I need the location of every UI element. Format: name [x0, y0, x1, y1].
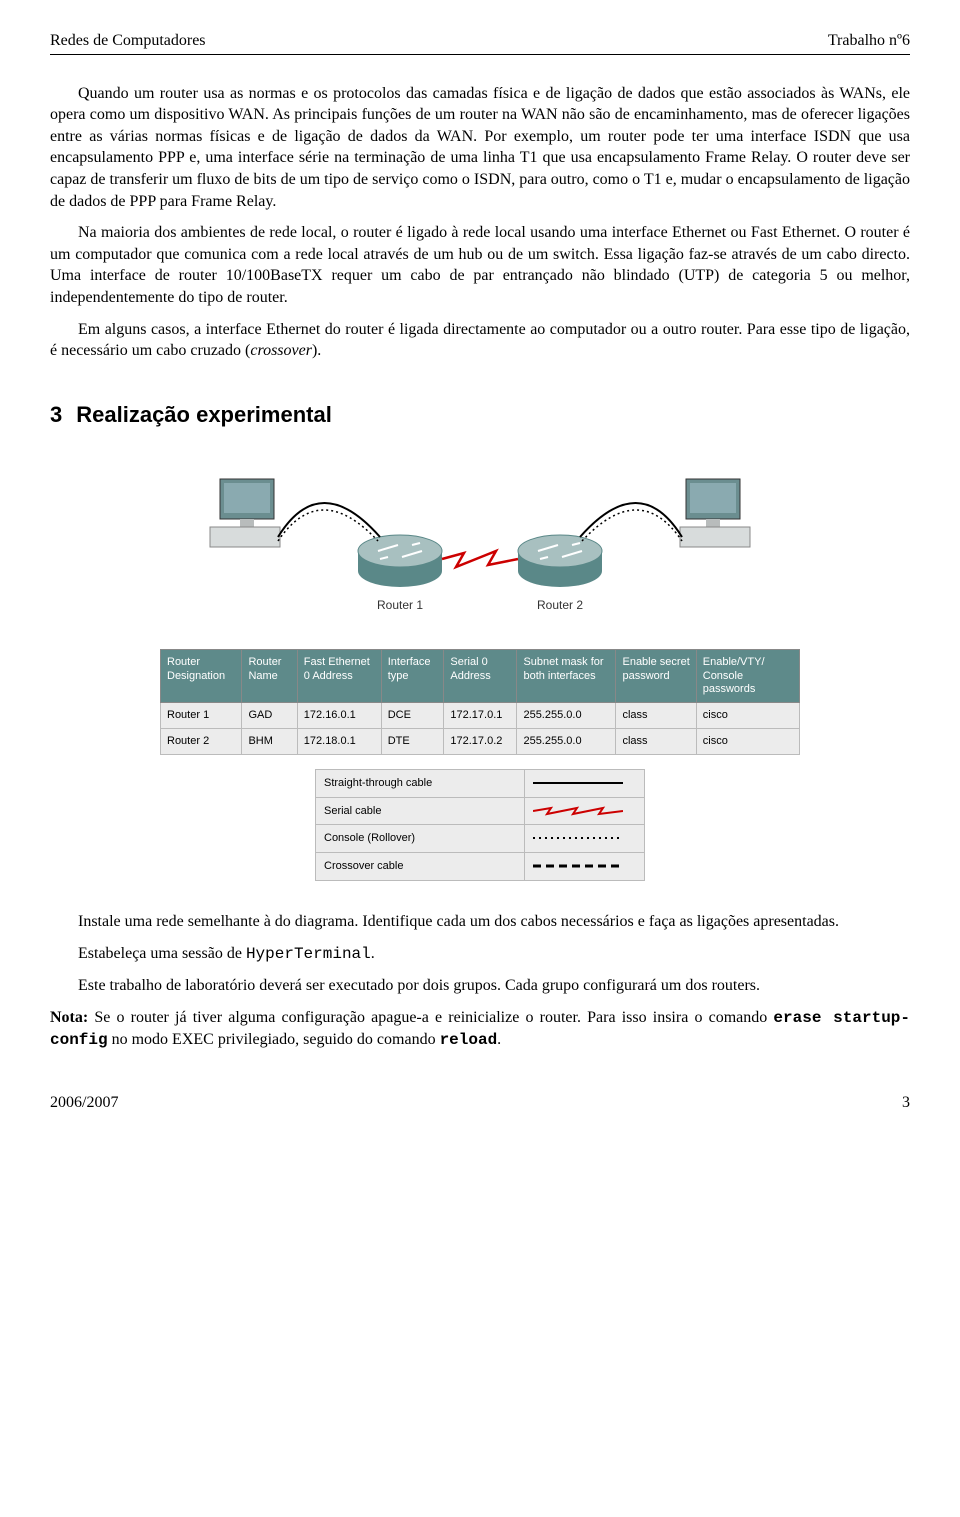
p3-b: ).	[312, 342, 321, 359]
p7-c: no modo EXEC privilegiado, seguido do co…	[108, 1031, 440, 1048]
p3-a: Em alguns casos, a interface Ethernet do…	[50, 321, 910, 360]
legend-label: Crossover cable	[316, 853, 525, 881]
th-5: Subnet mask for both interfaces	[517, 650, 616, 703]
td: DCE	[381, 702, 444, 728]
router1-label: Router 1	[377, 598, 423, 612]
eth-cable-right	[580, 503, 682, 537]
td: 172.18.0.1	[297, 728, 381, 754]
paragraph-3: Em alguns casos, a interface Ethernet do…	[50, 319, 910, 362]
section-title: Realização experimental	[76, 402, 332, 427]
network-diagram: Router 1 Router 2 Router Designation Rou…	[160, 459, 800, 881]
router2-label: Router 2	[537, 598, 583, 612]
section-heading: 3 Realização experimental	[50, 400, 910, 430]
paragraph-5: Estabeleça uma sessão de HyperTerminal.	[50, 943, 910, 966]
td: 172.17.0.2	[444, 728, 517, 754]
eth-cable-left	[278, 503, 380, 537]
td: 255.255.0.0	[517, 728, 616, 754]
console-cable-left	[278, 510, 378, 541]
footer-right: 3	[902, 1092, 910, 1114]
p5-b: .	[371, 945, 375, 962]
paragraph-7: Nota: Se o router já tiver alguma config…	[50, 1007, 910, 1052]
legend-symbol-zigzag	[525, 797, 645, 825]
th-0: Router Designation	[161, 650, 242, 703]
p7-m2: reload	[440, 1031, 498, 1049]
td: DTE	[381, 728, 444, 754]
pc-left-icon	[210, 479, 280, 547]
router-2-icon	[518, 535, 602, 587]
page-footer: 2006/2007 3	[50, 1092, 910, 1114]
pc-right-icon	[680, 479, 750, 547]
table-row: Router 1 GAD 172.16.0.1 DCE 172.17.0.1 2…	[161, 702, 800, 728]
th-7: Enable/VTY/ Console passwords	[696, 650, 799, 703]
p7-d: .	[497, 1031, 501, 1048]
legend-label: Straight-through cable	[316, 769, 525, 797]
td: cisco	[696, 702, 799, 728]
table-row: Serial cable	[316, 797, 645, 825]
td: class	[616, 702, 696, 728]
th-6: Enable secret password	[616, 650, 696, 703]
td: GAD	[242, 702, 297, 728]
paragraph-4: Instale uma rede semelhante à do diagram…	[50, 911, 910, 933]
legend-symbol-dotted	[525, 825, 645, 853]
p7-a: Se o router já tiver alguma configuração…	[88, 1009, 773, 1026]
section-num: 3	[50, 402, 62, 427]
legend-symbol-dashed	[525, 853, 645, 881]
table-row: Straight-through cable	[316, 769, 645, 797]
td: 172.17.0.1	[444, 702, 517, 728]
p7-bold: Nota:	[50, 1009, 88, 1026]
th-3: Interface type	[381, 650, 444, 703]
table-row: Crossover cable	[316, 853, 645, 881]
td: class	[616, 728, 696, 754]
td: BHM	[242, 728, 297, 754]
th-1: Router Name	[242, 650, 297, 703]
p5-a: Estabeleça uma sessão de	[78, 945, 246, 962]
legend-label: Console (Rollover)	[316, 825, 525, 853]
console-cable-right	[582, 510, 682, 541]
legend-symbol-solid	[525, 769, 645, 797]
paragraph-6: Este trabalho de laboratório deverá ser …	[50, 975, 910, 997]
table-row: Router 2 BHM 172.18.0.1 DTE 172.17.0.2 2…	[161, 728, 800, 754]
header-left: Redes de Computadores	[50, 30, 206, 52]
td: Router 2	[161, 728, 242, 754]
serial-cable	[442, 551, 518, 567]
td: 172.16.0.1	[297, 702, 381, 728]
page-header: Redes de Computadores Trabalho nº6	[50, 30, 910, 55]
td: cisco	[696, 728, 799, 754]
router-1-icon	[358, 535, 442, 587]
cable-legend-table: Straight-through cable Serial cable Cons…	[315, 769, 645, 881]
header-right: Trabalho nº6	[828, 30, 910, 52]
paragraph-1: Quando um router usa as normas e os prot…	[50, 83, 910, 213]
td: Router 1	[161, 702, 242, 728]
th-2: Fast Ethernet 0 Address	[297, 650, 381, 703]
td: 255.255.0.0	[517, 702, 616, 728]
table-row: Console (Rollover)	[316, 825, 645, 853]
p5-mono: HyperTerminal	[246, 945, 371, 963]
diagram-svg: Router 1 Router 2	[200, 459, 760, 629]
footer-left: 2006/2007	[50, 1092, 118, 1114]
table-header-row: Router Designation Router Name Fast Ethe…	[161, 650, 800, 703]
config-table: Router Designation Router Name Fast Ethe…	[160, 649, 800, 754]
th-4: Serial 0 Address	[444, 650, 517, 703]
legend-label: Serial cable	[316, 797, 525, 825]
paragraph-2: Na maioria dos ambientes de rede local, …	[50, 222, 910, 308]
p3-italic: crossover	[250, 342, 312, 359]
